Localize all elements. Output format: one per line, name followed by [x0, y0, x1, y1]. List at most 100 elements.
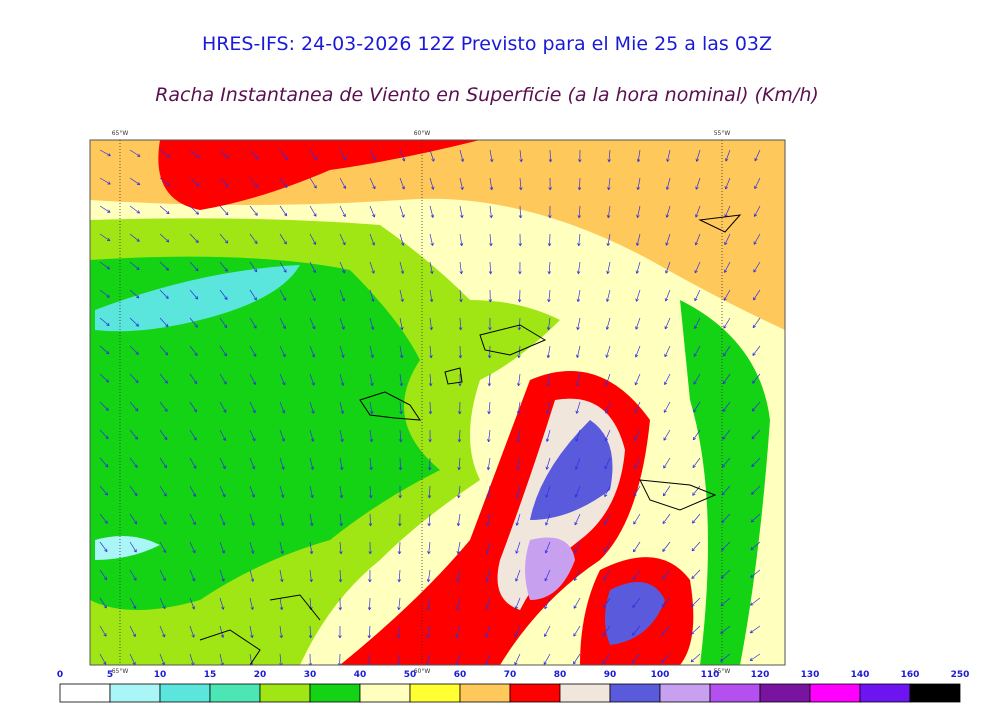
- wind-arrow: [339, 317, 345, 330]
- wind-arrow: [723, 289, 731, 301]
- wind-arrow: [99, 457, 109, 468]
- wind-arrow: [338, 597, 342, 611]
- wind-arrow: [309, 513, 314, 527]
- wind-arrow: [369, 345, 374, 358]
- wind-arrow: [548, 177, 552, 191]
- colorbar-box: [859, 683, 911, 703]
- wind-arrow: [309, 485, 314, 498]
- wind-arrow: [308, 625, 313, 639]
- wind-arrow: [575, 401, 581, 414]
- wind-arrow: [545, 485, 551, 498]
- wind-arrow: [577, 177, 582, 191]
- wind-arrow: [279, 625, 283, 639]
- wind-arrow: [99, 597, 107, 609]
- wind-arrow: [398, 513, 402, 527]
- wind-arrow: [754, 177, 761, 190]
- wind-arrow: [279, 401, 286, 414]
- wind-arrow: [636, 177, 641, 191]
- wind-arrow: [723, 317, 731, 329]
- wind-arrow: [398, 457, 403, 471]
- wind-arrow: [249, 401, 256, 414]
- wind-arrow: [159, 261, 169, 271]
- wind-arrow: [457, 457, 461, 471]
- wind-arrow: [457, 401, 462, 415]
- wind-arrow: [369, 485, 373, 499]
- wind-arrow: [368, 541, 372, 555]
- wind-arrow: [159, 513, 167, 525]
- wind-arrow: [574, 457, 581, 470]
- wind-arrow: [219, 653, 224, 665]
- wind-arrow: [368, 569, 372, 583]
- wind-arrow: [189, 485, 197, 497]
- wind-arrow: [399, 177, 405, 190]
- wind-arrow: [661, 653, 671, 663]
- wind-arrow: [459, 205, 464, 219]
- wind-arrow: [219, 149, 229, 159]
- wind-arrow: [606, 205, 611, 219]
- wind-arrow: [547, 261, 552, 275]
- map-frame: [89, 139, 786, 666]
- wind-arrow: [339, 373, 345, 386]
- wind-arrow: [129, 485, 138, 497]
- wind-arrow: [662, 569, 671, 580]
- wind-arrow: [219, 457, 226, 470]
- wind-arrow: [607, 177, 611, 191]
- lon-label: 65°W: [112, 130, 129, 137]
- colorbar-label: 30: [304, 670, 317, 680]
- wind-arrow: [219, 177, 229, 188]
- wind-arrow: [429, 233, 434, 246]
- wind-arrow: [129, 345, 139, 355]
- wind-arrow: [189, 149, 200, 159]
- colorbar-label: 5: [107, 670, 113, 680]
- wind-arrow: [367, 625, 372, 639]
- core-blue: [530, 420, 613, 520]
- wind-arrow: [99, 205, 111, 213]
- wind-arrow: [693, 401, 701, 413]
- wind-arrow: [724, 261, 731, 273]
- wind-arrow: [159, 205, 170, 215]
- wind-arrow: [129, 625, 136, 637]
- wind-arrow: [573, 625, 581, 637]
- wind-arrow: [249, 317, 257, 329]
- wind-arrow: [99, 149, 111, 157]
- wind-arrow: [690, 653, 701, 663]
- wind-arrow: [695, 149, 701, 162]
- wind-arrow: [605, 345, 611, 358]
- wind-arrow: [189, 457, 197, 469]
- wind-arrow: [603, 597, 611, 609]
- wind-arrow: [129, 149, 141, 157]
- wind-arrow: [663, 457, 671, 469]
- wind-arrow: [249, 569, 255, 582]
- wind-arrow: [489, 205, 493, 219]
- wind-arrow: [339, 485, 344, 499]
- wind-arrow: [751, 401, 761, 412]
- south-blue: [605, 582, 665, 645]
- wind-arrow: [547, 289, 551, 303]
- wind-arrow: [721, 513, 731, 524]
- wind-arrow: [574, 541, 581, 554]
- wind-arrow: [369, 429, 374, 443]
- wind-arrow: [662, 485, 671, 497]
- wind-arrow: [219, 429, 226, 441]
- wind-arrow: [487, 401, 491, 415]
- wind-arrow: [339, 513, 343, 527]
- band-green: [90, 256, 440, 610]
- wind-arrow: [750, 541, 761, 551]
- wind-arrow: [189, 373, 198, 385]
- wind-arrow: [339, 401, 344, 414]
- wind-arrow: [577, 205, 581, 219]
- wind-arrow: [487, 373, 492, 387]
- wind-arrow: [339, 345, 345, 358]
- wind-arrow: [518, 261, 522, 275]
- wind-arrow: [309, 317, 316, 330]
- wind-arrow: [606, 261, 611, 274]
- wind-arrow: [189, 317, 198, 328]
- wind-arrow: [219, 317, 228, 329]
- wind-arrow: [429, 149, 435, 162]
- wind-arrow: [399, 401, 403, 415]
- wind-arrow: [309, 401, 315, 414]
- wind-arrow: [724, 233, 731, 246]
- colorbar-box: [259, 683, 311, 703]
- wind-arrow: [459, 289, 463, 303]
- wind-arrow: [544, 597, 551, 610]
